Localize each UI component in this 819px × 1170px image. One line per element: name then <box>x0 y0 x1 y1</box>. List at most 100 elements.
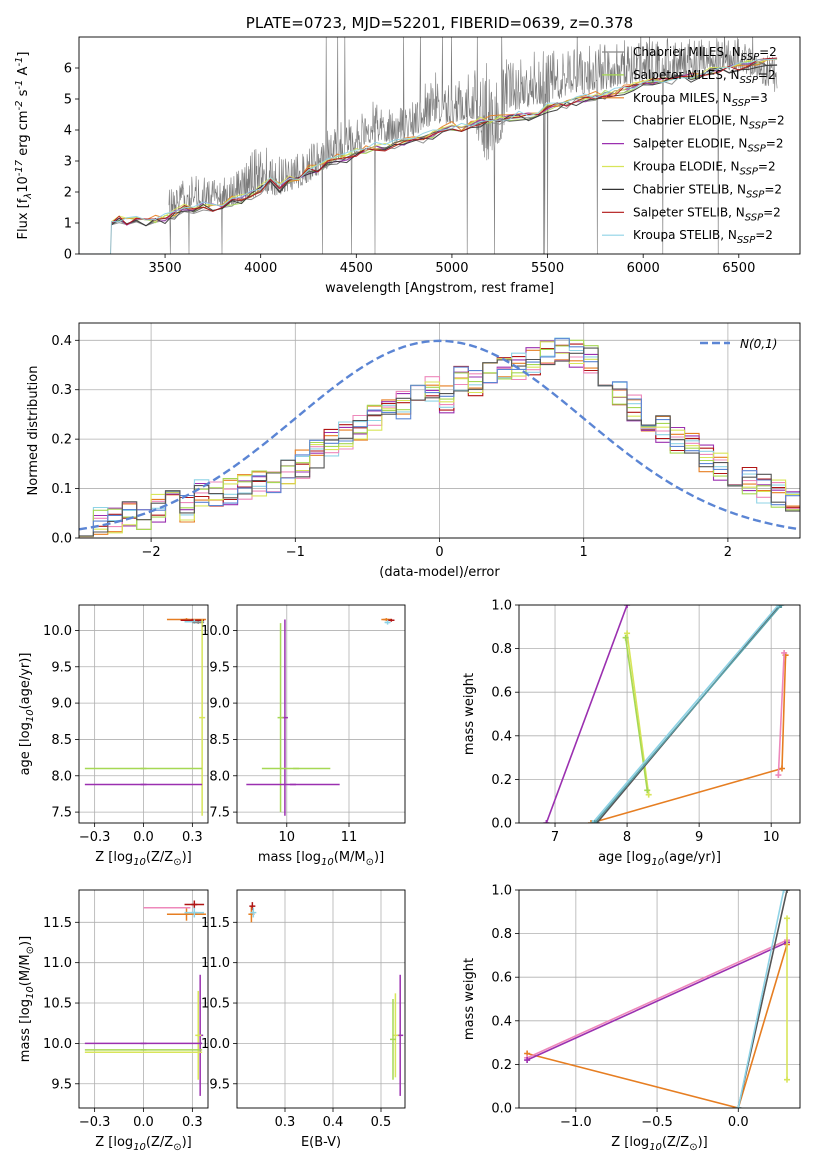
age-vs-Z-ytick-label: 8.5 <box>51 733 72 748</box>
age-vs-mass-plot-area <box>246 618 395 816</box>
weight-marker <box>781 649 788 656</box>
mass-weight-vs-age-xtick-label: 8 <box>623 830 631 845</box>
mass-weight-vs-Z-xtick-label: −1.0 <box>560 1115 592 1130</box>
mass-vs-Z-xtick-label: 0.0 <box>133 1115 154 1130</box>
weight-marker <box>622 634 629 641</box>
spectrum-ylabel: Flux [fλ10-17 erg cm-2 s-1 A-1] <box>14 51 34 239</box>
mass-vs-Z-ylabel: mass [log10(M/M⊙)] <box>18 936 36 1062</box>
weight-line <box>591 605 779 823</box>
model-fit-line <box>111 57 778 226</box>
mass-weight-vs-age-ylabel: mass weight <box>462 673 477 755</box>
age-vs-mass-axes: 10 11 7.5 8.0 8.5 9.0 9.5 10.0 mass [log10(M/M⊙)… <box>201 604 406 868</box>
mass-vs-EBV-frame <box>236 889 406 1109</box>
weight-marker <box>784 1076 791 1083</box>
weight-marker <box>735 1105 742 1108</box>
mass-vs-Z-xtick-label: 0.3 <box>182 1115 203 1130</box>
spectrum-plot-area <box>79 37 778 254</box>
residuals-xtick-label: 2 <box>724 545 732 560</box>
residuals-frame <box>78 322 801 539</box>
mass-weight-vs-age-ytick-label: 0.0 <box>491 817 512 832</box>
residuals-xtick-label: −2 <box>142 545 161 560</box>
age-vs-Z-ytick-label: 9.0 <box>51 697 72 712</box>
observed-spectrum-line <box>168 37 778 254</box>
residuals-ylabel: Normed distribution <box>26 366 41 496</box>
weight-line <box>626 633 650 795</box>
mass-weight-vs-age-ytick-label: 0.6 <box>491 686 512 701</box>
residuals-ytick-label: 0.3 <box>51 383 72 398</box>
legend-label: N(0,1) <box>740 337 777 351</box>
weight-marker <box>624 605 631 608</box>
age-vs-mass-ytick-label: 8.0 <box>209 769 230 784</box>
weight-line <box>526 939 788 1059</box>
mass-vs-EBV-xtick-label: 0.5 <box>371 1115 392 1130</box>
legend-label: Chabrier STELIB, NSSP=2 <box>633 182 782 200</box>
mass-weight-vs-Z-xtick-label: 0.0 <box>728 1115 749 1130</box>
weight-marker <box>778 605 785 608</box>
spectrum-xtick-label: 4000 <box>244 261 277 276</box>
weight-marker <box>775 605 782 608</box>
mass-weight-vs-age-frame <box>518 604 801 824</box>
residuals-xlabel: (data-model)/error <box>379 565 500 580</box>
age-vs-Z-axes: −0.3 0.0 0.3 7.5 8.0 8.5 9.0 9.5 10.0 Z [log10(Z/… <box>18 604 209 868</box>
spectrum-title: PLATE=0723, MJD=52201, FIBERID=0639, z=0… <box>246 14 633 32</box>
legend-label: Salpeter MILES, NSSP=2 <box>633 68 776 86</box>
age-vs-mass-ytick-label: 7.5 <box>209 806 230 821</box>
mass-weight-vs-age-ytick-label: 1.0 <box>491 599 512 614</box>
mass-weight-vs-age-xlabel: age [log10(age/yr)] <box>598 850 721 868</box>
age-vs-mass-xtick-label: 10 <box>279 830 296 845</box>
mass-vs-EBV-axes: 0.3 0.4 0.5 9.5 10.0 10.5 11.0 11.5 E(B-V) <box>201 889 406 1150</box>
mass-weight-vs-Z-ytick-label: 0.6 <box>491 971 512 986</box>
residuals-ytick-label: 0.0 <box>51 532 72 547</box>
mass-weight-vs-age-xtick-label: 7 <box>551 830 559 845</box>
mass-vs-Z-plot-area <box>84 900 207 1096</box>
mass-vs-Z-ytick-label: 9.5 <box>51 1077 72 1092</box>
spectrum-ytick-label: 4 <box>64 124 72 139</box>
legend-label: Kroupa MILES, NSSP=3 <box>633 91 768 109</box>
residuals-xtick-label: 0 <box>435 545 443 560</box>
histogram-step-line <box>79 341 800 537</box>
weight-line <box>590 655 787 823</box>
mass-weight-vs-Z-plot-area <box>524 890 791 1108</box>
mass-weight-vs-Z-ytick-label: 0.8 <box>491 927 512 942</box>
mass-vs-Z-ytick-label: 10.5 <box>43 997 72 1012</box>
spectrum-xtick-label: 4500 <box>340 261 373 276</box>
age-vs-Z-ylabel: age [log10(age/yr)] <box>18 653 36 776</box>
model-fit-line <box>111 58 778 223</box>
legend-label: Kroupa STELIB, NSSP=2 <box>633 228 773 246</box>
spectrum-xtick-label: 3500 <box>149 261 182 276</box>
model-fit-line <box>111 64 778 227</box>
weight-marker <box>778 765 785 772</box>
age-vs-mass-frame <box>236 604 406 824</box>
age-vs-mass-ytick-label: 9.0 <box>209 697 230 712</box>
weight-line <box>526 944 788 1108</box>
weight-marker <box>775 772 782 779</box>
mass-vs-EBV-xlabel: E(B-V) <box>301 1135 341 1150</box>
mass-weight-vs-Z-ytick-label: 1.0 <box>491 884 512 899</box>
mass-vs-EBV-ytick-label: 10.0 <box>201 1037 230 1052</box>
age-vs-Z-xtick-label: 0.0 <box>133 830 154 845</box>
mass-weight-vs-Z-xlabel: Z [log10(Z/Z⊙)] <box>611 1135 707 1153</box>
spectrum-ytick-label: 1 <box>64 217 72 232</box>
mass-weight-vs-Z-frame <box>518 889 801 1109</box>
weight-marker <box>784 915 791 922</box>
weight-line <box>545 605 628 823</box>
mass-vs-EBV-xtick-label: 0.3 <box>275 1115 296 1130</box>
weight-line <box>594 605 782 823</box>
legend-label: Chabrier ELODIE, NSSP=2 <box>633 114 785 132</box>
mass-vs-EBV-ytick-label: 11.5 <box>201 916 230 931</box>
histogram-step-line <box>79 347 800 537</box>
histogram-step-line <box>79 338 800 537</box>
mass-weight-vs-age-plot-area <box>543 605 789 823</box>
spectrum-ytick-label: 2 <box>64 186 72 201</box>
mass-weight-vs-age-axes: 7 8 9 10 0.0 0.2 0.4 0.6 0.8 1.0 age [log10(age/yr… <box>462 599 801 868</box>
residuals-ytick-label: 0.1 <box>51 482 72 497</box>
age-vs-mass-ytick-label: 10.0 <box>201 624 230 639</box>
age-vs-Z-plot-area <box>84 618 207 816</box>
mass-vs-EBV-ytick-label: 9.5 <box>209 1077 230 1092</box>
mass-vs-Z-xlabel: Z [log10(Z/Z⊙)] <box>95 1135 191 1153</box>
weight-marker <box>589 820 596 823</box>
mass-vs-EBV-ytick-label: 11.0 <box>201 956 230 971</box>
spectrum-xtick-label: 5500 <box>531 261 564 276</box>
weight-marker <box>644 787 651 794</box>
mass-weight-vs-Z-ytick-label: 0.2 <box>491 1058 512 1073</box>
